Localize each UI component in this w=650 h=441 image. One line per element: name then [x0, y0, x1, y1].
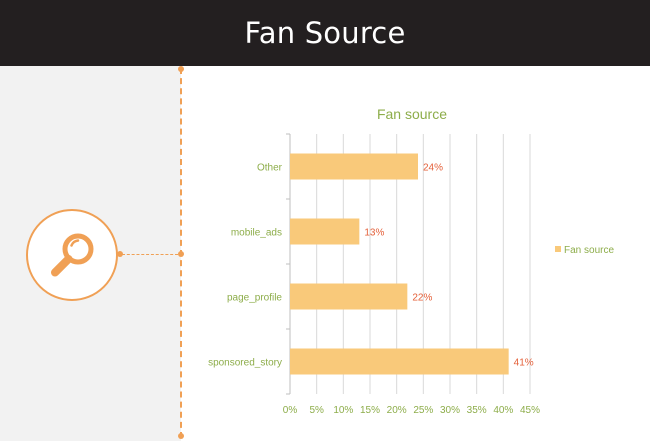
bar — [290, 283, 408, 310]
bar — [290, 348, 509, 375]
header-bar: Fan Source — [0, 0, 650, 66]
data-label: 22% — [412, 293, 432, 304]
x-tick-label: 35% — [467, 405, 487, 416]
x-tick-label: 0% — [283, 405, 298, 416]
bar — [290, 218, 360, 245]
x-tick-label: 10% — [333, 405, 353, 416]
x-tick-label: 45% — [520, 405, 540, 416]
bar-chart: Fan source 0% 5% 10% 15% 20% 25% 30% 35% 40% 45% O… — [208, 106, 614, 416]
connector-dot — [117, 251, 123, 257]
category-label: page_profile — [227, 293, 282, 304]
timeline-dot-top — [178, 66, 184, 72]
data-label: 41% — [514, 358, 534, 369]
x-tick-label: 15% — [360, 405, 380, 416]
category-label: sponsored_story — [208, 358, 282, 369]
timeline-dot-bottom — [178, 433, 184, 439]
connector-line — [122, 254, 178, 255]
bar — [290, 153, 418, 180]
chart-title: Fan source — [377, 106, 447, 122]
category-label: mobile_ads — [231, 228, 282, 239]
x-tick-label: 5% — [309, 405, 324, 416]
category-label: Other — [257, 163, 283, 174]
page-title: Fan Source — [244, 16, 406, 50]
data-label: 24% — [423, 163, 443, 174]
search-icon-badge — [26, 209, 118, 301]
x-tick-label: 25% — [413, 405, 433, 416]
x-tick-label: 30% — [440, 405, 460, 416]
data-label: 13% — [364, 228, 384, 239]
search-icon — [51, 233, 94, 277]
x-tick-label: 20% — [387, 405, 407, 416]
timeline-dot-middle — [178, 251, 184, 257]
legend-label: Fan source — [564, 245, 614, 256]
legend-swatch — [555, 246, 561, 252]
x-tick-label: 40% — [493, 405, 513, 416]
